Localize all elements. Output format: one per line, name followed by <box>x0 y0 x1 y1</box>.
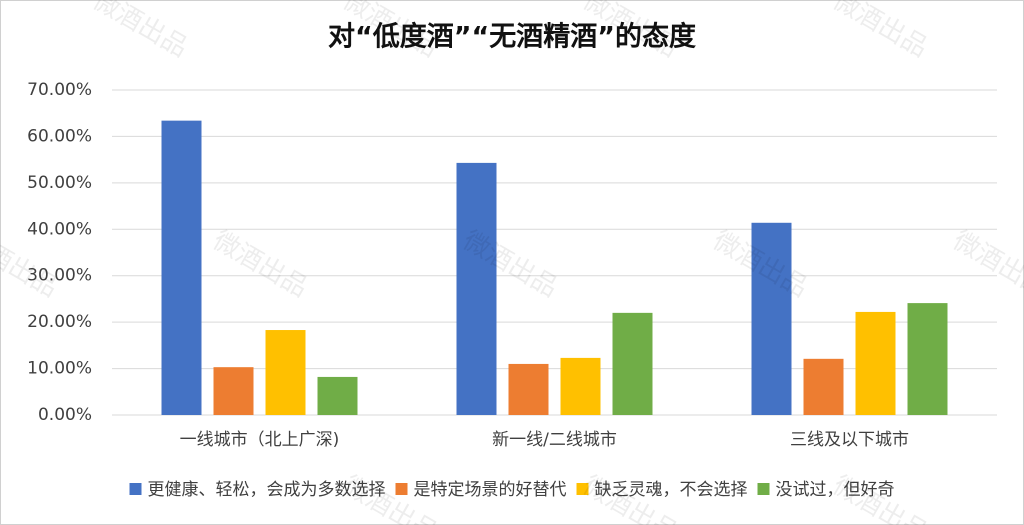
legend-label: 是特定场景的好替代 <box>414 480 567 500</box>
bar <box>265 330 306 415</box>
chart-title: 对“低度酒”“无酒精酒”的态度 <box>328 21 696 53</box>
bar <box>317 376 358 415</box>
bar <box>907 303 948 415</box>
y-tick-label: 70.00% <box>27 80 92 100</box>
y-tick-label: 40.00% <box>27 219 92 239</box>
legend-label: 没试过，但好奇 <box>776 480 895 500</box>
x-tick-label: 三线及以下城市 <box>790 430 909 450</box>
y-tick-label: 0.00% <box>38 405 92 425</box>
bar <box>161 120 202 416</box>
y-tick-label: 20.00% <box>27 312 92 332</box>
y-tick-label: 50.00% <box>27 173 92 193</box>
y-tick-label: 10.00% <box>27 359 92 379</box>
bar <box>508 363 549 415</box>
x-tick-label: 新一线/二线城市 <box>492 430 617 450</box>
bar <box>803 358 844 415</box>
y-tick-label: 60.00% <box>27 126 92 146</box>
y-tick-label: 30.00% <box>27 266 92 286</box>
legend-label: 更健康、轻松，会成为多数选择 <box>148 480 386 500</box>
bar <box>751 222 792 415</box>
x-tick-label: 一线城市（北上广深) <box>180 430 340 450</box>
legend-swatch <box>757 483 770 495</box>
bar <box>855 311 896 415</box>
bar <box>456 162 497 415</box>
bar <box>612 312 653 415</box>
bar <box>213 367 254 415</box>
legend-swatch <box>129 483 142 495</box>
legend-swatch <box>576 483 589 495</box>
legend-label: 缺乏灵魂，不会选择 <box>595 480 748 500</box>
legend-swatch <box>395 483 408 495</box>
bar <box>560 357 601 415</box>
